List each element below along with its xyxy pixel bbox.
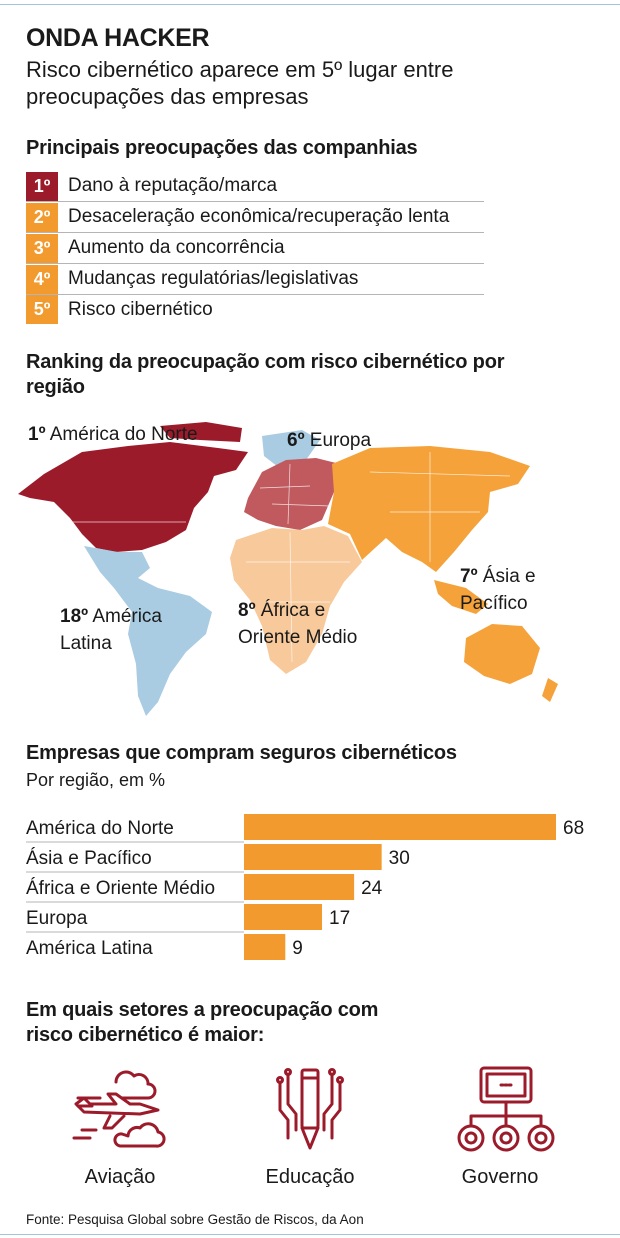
map-region-name: América Latina bbox=[60, 606, 162, 654]
rank-label: Dano à reputação/marca bbox=[68, 175, 278, 196]
bar-value-label: 24 bbox=[361, 878, 383, 899]
ranking-row: 4º Mudanças regulatórias/legislativas bbox=[26, 264, 484, 295]
pencil-circuit-icon bbox=[276, 1068, 344, 1150]
map-rank: 1º bbox=[28, 424, 46, 445]
bar-category-label: Ásia e Pacífico bbox=[26, 848, 152, 869]
computer-network-icon bbox=[457, 1066, 555, 1152]
rank-badge: 1º bbox=[26, 171, 58, 201]
rank-label: Desaceleração econômica/recuperação lent… bbox=[68, 206, 450, 227]
map-region-name: Ásia e Pacífico bbox=[460, 566, 536, 614]
sector-label: Governo bbox=[461, 1166, 539, 1188]
region-africa-middle-east bbox=[230, 526, 362, 674]
chart-subtitle: Por região, em % bbox=[26, 770, 166, 790]
map-label-north-america: 1º América do Norte bbox=[28, 421, 198, 448]
region-north-america bbox=[18, 422, 248, 552]
airplane-clouds-icon bbox=[72, 1070, 166, 1148]
bar-category-label: América do Norte bbox=[26, 818, 174, 839]
chart-title: Empresas que compram seguros cibernético… bbox=[26, 742, 457, 764]
map-rank: 7º bbox=[460, 566, 478, 587]
map-label-europe: 6º Europa bbox=[287, 427, 371, 454]
world-map bbox=[18, 422, 558, 716]
bar-category-label: Europa bbox=[26, 908, 88, 929]
page-title: ONDA HACKER bbox=[26, 24, 210, 52]
bar-value-label: 30 bbox=[389, 848, 410, 869]
ranking-heading: Principais preocupações das companhias bbox=[26, 137, 418, 159]
map-rank: 18º bbox=[60, 606, 89, 627]
region-australia bbox=[464, 624, 540, 684]
sector-label: Educação bbox=[265, 1166, 355, 1188]
bar-value-label: 17 bbox=[329, 908, 350, 929]
bar-chart: América do Norte 68 Ásia e Pacífico 30 Áfric… bbox=[26, 814, 584, 960]
map-rank: 6º bbox=[287, 430, 305, 451]
bar-value-label: 9 bbox=[292, 938, 303, 959]
map-region-name: Europa bbox=[309, 430, 372, 451]
map-label-latin-america: 18º América Latina bbox=[60, 603, 200, 657]
top-rule bbox=[0, 4, 620, 5]
sectors-heading: Em quais setores a preocupação com risco… bbox=[26, 999, 379, 1046]
region-latin-america bbox=[84, 546, 212, 716]
sector-label: Aviação bbox=[84, 1166, 156, 1188]
rank-badge: 4º bbox=[26, 264, 58, 294]
bar-category-label: África e Oriente Médio bbox=[26, 878, 215, 899]
bar bbox=[244, 874, 355, 900]
bar-value-label: 68 bbox=[563, 818, 584, 839]
rank-badge: 5º bbox=[26, 295, 58, 324]
map-label-africa-middle-east: 8º África e Oriente Médio bbox=[238, 597, 388, 651]
bar bbox=[244, 844, 382, 870]
bar bbox=[244, 934, 286, 960]
ranking-row: 1º Dano à reputação/marca bbox=[26, 171, 484, 202]
map-label-asia-pacific: 7º Ásia e Pacífico bbox=[460, 563, 570, 617]
region-asia-pacific bbox=[328, 446, 530, 572]
source-note: Fonte: Pesquisa Global sobre Gestão de R… bbox=[26, 1212, 364, 1227]
map-heading: Ranking da preocupação com risco ciberné… bbox=[26, 351, 505, 398]
bottom-rule bbox=[0, 1234, 620, 1235]
region-asia-islands bbox=[434, 580, 488, 614]
bar-category-label: América Latina bbox=[26, 938, 153, 959]
region-europe bbox=[244, 458, 340, 530]
rank-label: Mudanças regulatórias/legislativas bbox=[68, 268, 359, 289]
ranking-row: 5º Risco cibernético bbox=[26, 294, 484, 325]
sector-education bbox=[240, 1064, 380, 1165]
sector-government bbox=[436, 1064, 576, 1161]
bar bbox=[244, 814, 556, 840]
rank-label: Risco cibernético bbox=[68, 298, 213, 320]
map-region-name: África e Oriente Médio bbox=[238, 600, 358, 648]
page-subtitle: Risco cibernético aparece em 5º lugar en… bbox=[26, 57, 454, 109]
map-rank: 8º bbox=[238, 600, 256, 621]
sector-aviation bbox=[50, 1064, 190, 1159]
rank-label: Aumento da concorrência bbox=[68, 237, 285, 258]
region-new-zealand bbox=[542, 678, 558, 702]
ranking-row: 2º Desaceleração econômica/recuperação l… bbox=[26, 202, 484, 233]
ranking-row: 3º Aumento da concorrência bbox=[26, 233, 484, 264]
map-region-name: América do Norte bbox=[49, 424, 198, 445]
rank-badge: 3º bbox=[26, 233, 58, 263]
bar bbox=[244, 904, 322, 930]
rank-badge: 2º bbox=[26, 202, 58, 232]
